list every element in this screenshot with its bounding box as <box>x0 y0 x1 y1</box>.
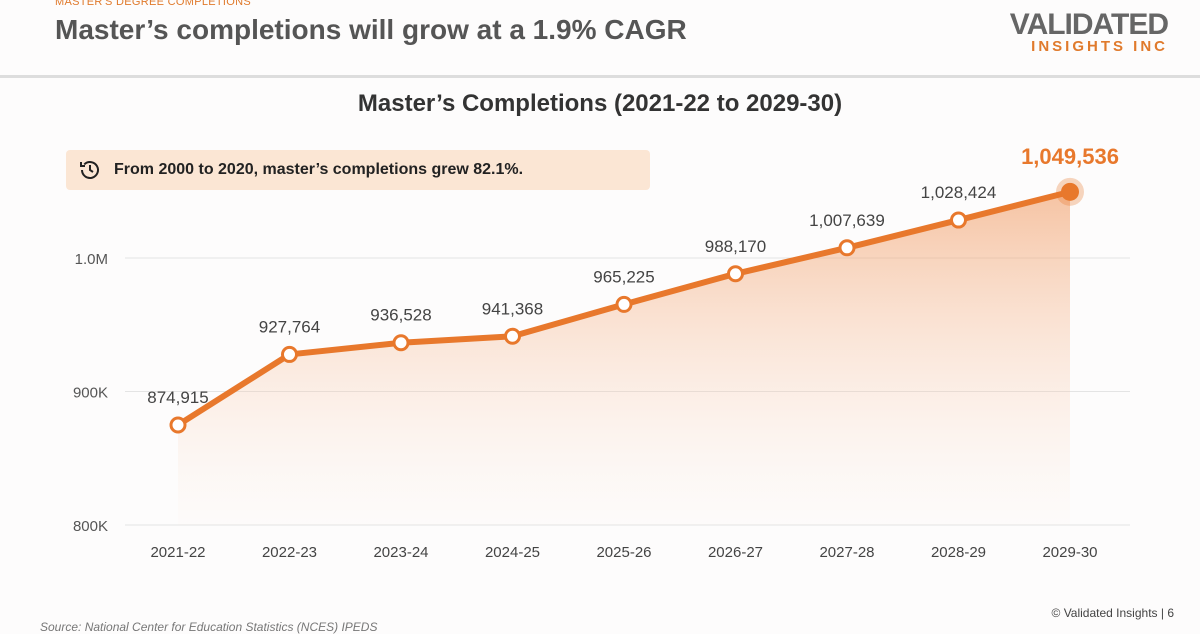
data-point <box>392 334 410 352</box>
data-point <box>1061 182 1079 201</box>
data-point <box>727 265 744 283</box>
data-label: 988,170 <box>705 237 766 256</box>
divider <box>0 75 1200 78</box>
x-tick-label: 2021-22 <box>150 544 205 561</box>
x-tick-label: 2025-26 <box>596 544 651 561</box>
callout: From 2000 to 2020, master’s completions … <box>66 150 650 190</box>
data-label: 965,225 <box>593 267 654 286</box>
x-tick-label: 2022-23 <box>262 544 317 561</box>
data-label: 936,528 <box>370 306 431 325</box>
x-tick-label: 2027-28 <box>819 544 874 561</box>
data-label: 1,028,424 <box>921 183 997 202</box>
logo: VALIDATED INSIGHTS INC <box>1009 8 1169 55</box>
x-tick-label: 2028-29 <box>931 544 986 561</box>
data-point <box>615 295 633 313</box>
copyright: © Validated Insights | 6 <box>1051 606 1174 620</box>
source-note: Source: National Center for Education St… <box>40 620 378 634</box>
clock-history-icon <box>80 161 99 179</box>
data-point <box>950 211 967 229</box>
y-tick-label: 900K <box>73 385 108 402</box>
logo-top: VALIDATED <box>1009 8 1169 41</box>
data-label: 941,368 <box>482 299 543 318</box>
y-tick-label: 800K <box>73 518 108 535</box>
area-fill <box>178 191 1070 525</box>
kicker: MASTER'S DEGREE COMPLETIONS <box>55 0 252 8</box>
data-point <box>504 327 521 345</box>
chart-title: Master’s Completions (2021-22 to 2029-30… <box>357 90 843 117</box>
data-point <box>281 345 298 363</box>
y-tick-label: 1.0M <box>75 251 108 268</box>
data-label: 1,049,536 <box>1021 144 1119 169</box>
data-point <box>169 416 187 434</box>
callout-text: From 2000 to 2020, master’s completions … <box>114 161 524 178</box>
data-label: 927,764 <box>259 317 320 336</box>
logo-bottom: INSIGHTS INC <box>1031 38 1168 55</box>
x-tick-label: 2023-24 <box>373 544 428 561</box>
data-point <box>838 239 856 257</box>
x-tick-label: 2026-27 <box>708 544 763 561</box>
data-label: 874,915 <box>147 388 208 407</box>
data-label: 1,007,639 <box>809 211 885 230</box>
x-tick-label: 2024-25 <box>485 544 540 561</box>
page-title: Master’s completions will grow at a 1.9%… <box>55 14 687 45</box>
x-tick-label: 2029-30 <box>1042 544 1097 561</box>
